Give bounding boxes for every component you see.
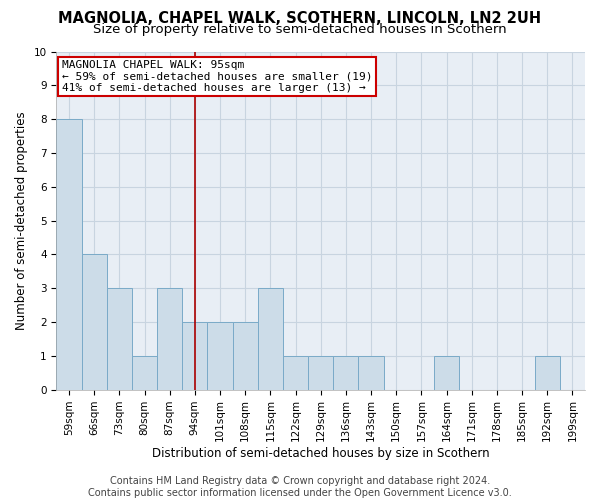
Bar	[208, 322, 233, 390]
Bar	[308, 356, 333, 390]
Text: MAGNOLIA, CHAPEL WALK, SCOTHERN, LINCOLN, LN2 2UH: MAGNOLIA, CHAPEL WALK, SCOTHERN, LINCOLN…	[58, 11, 542, 26]
Y-axis label: Number of semi-detached properties: Number of semi-detached properties	[15, 111, 28, 330]
Text: MAGNOLIA CHAPEL WALK: 95sqm
← 59% of semi-detached houses are smaller (19)
41% o: MAGNOLIA CHAPEL WALK: 95sqm ← 59% of sem…	[62, 60, 372, 93]
Bar	[535, 356, 560, 390]
Bar	[82, 254, 107, 390]
Bar	[233, 322, 258, 390]
Bar	[132, 356, 157, 390]
Bar	[182, 322, 208, 390]
Bar	[333, 356, 358, 390]
X-axis label: Distribution of semi-detached houses by size in Scothern: Distribution of semi-detached houses by …	[152, 447, 490, 460]
Bar	[358, 356, 383, 390]
Bar	[56, 119, 82, 390]
Bar	[107, 288, 132, 390]
Bar	[434, 356, 459, 390]
Text: Size of property relative to semi-detached houses in Scothern: Size of property relative to semi-detach…	[93, 22, 507, 36]
Text: Contains HM Land Registry data © Crown copyright and database right 2024.
Contai: Contains HM Land Registry data © Crown c…	[88, 476, 512, 498]
Bar	[157, 288, 182, 390]
Bar	[283, 356, 308, 390]
Bar	[258, 288, 283, 390]
